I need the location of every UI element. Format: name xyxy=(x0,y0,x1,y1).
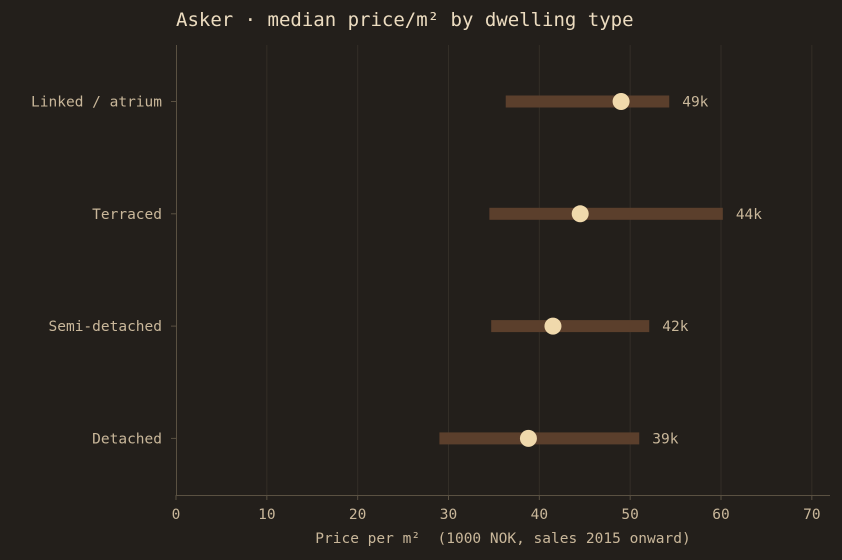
value-label-semi-detached: 42k xyxy=(662,319,688,335)
x-tick-label-20: 20 xyxy=(349,507,366,523)
range-bar-linked-atrium xyxy=(505,95,670,108)
grid-lines xyxy=(266,45,813,495)
value-labels: 49k 44k 42k 39k xyxy=(652,95,762,448)
x-tick-label-0: 0 xyxy=(172,507,181,523)
x-tick-label-70: 70 xyxy=(803,507,820,523)
x-tick-label-60: 60 xyxy=(712,507,729,523)
x-tick-label-40: 40 xyxy=(531,507,548,523)
point-terraced xyxy=(571,205,589,223)
value-label-linked-atrium: 49k xyxy=(682,95,708,111)
x-tick-label-50: 50 xyxy=(621,507,638,523)
range-bar-terraced xyxy=(489,207,723,220)
category-label-linked-atrium: Linked / atrium xyxy=(31,95,162,111)
category-label-semi-detached: Semi-detached xyxy=(49,319,163,335)
data-points xyxy=(519,93,630,447)
point-linked-atrium xyxy=(612,93,630,110)
category-label-terraced: Terraced xyxy=(92,207,162,223)
value-label-detached: 39k xyxy=(652,431,678,447)
category-label-detached: Detached xyxy=(92,431,162,447)
x-axis-title: Price per m² (1000 NOK, sales 2015 onwar… xyxy=(315,531,690,547)
chart-title: Asker · median price/m² by dwelling type xyxy=(176,9,634,31)
range-bars xyxy=(439,95,723,445)
x-axis-ticks: 0 10 20 30 40 50 60 70 xyxy=(172,495,821,523)
point-detached xyxy=(519,429,537,447)
x-tick-label-10: 10 xyxy=(258,507,275,523)
range-bar-semi-detached xyxy=(491,320,650,333)
range-bar-detached xyxy=(439,432,640,445)
point-semi-detached xyxy=(544,317,562,335)
x-tick-label-30: 30 xyxy=(440,507,457,523)
value-label-terraced: 44k xyxy=(736,207,762,223)
y-axis-categories: Linked / atrium Terraced Semi-detached Deta… xyxy=(31,95,176,447)
